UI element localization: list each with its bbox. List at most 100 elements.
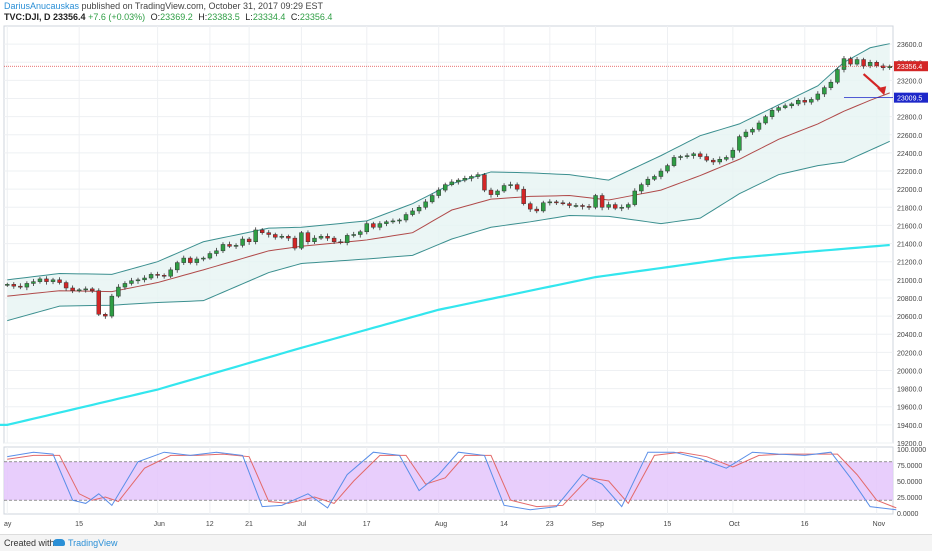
low-label: L: (245, 12, 253, 22)
candle-body (207, 253, 213, 259)
candle-body (161, 275, 167, 277)
price-tick-label: 22400.0 (897, 151, 922, 158)
open-label: O: (150, 12, 161, 22)
candle-body (220, 244, 226, 252)
candle-body (436, 189, 441, 196)
candle-body (462, 178, 468, 181)
last-price: 23356.4 (53, 12, 86, 22)
price-tick-label: 22800.0 (897, 115, 922, 122)
author-link[interactable]: DariusAnucauskas (4, 1, 80, 11)
time-tick-label: 14 (500, 521, 508, 528)
candle-body (560, 202, 566, 205)
candle-body (214, 250, 219, 254)
price-tick-label: 19600.0 (897, 405, 922, 412)
candle-body (495, 190, 500, 195)
current-price-label-bg (894, 61, 928, 72)
time-tick-label: Oct (729, 521, 740, 528)
candle-body (482, 174, 487, 191)
candle-body (96, 290, 101, 315)
candles (5, 56, 892, 319)
close-label: C: (290, 12, 300, 22)
candle-body (815, 93, 821, 100)
candle-body (599, 195, 605, 208)
chart-canvas[interactable]: 23600.023400.023200.023000.022800.022600… (0, 0, 932, 534)
candle-body (371, 223, 376, 228)
time-tick-label: 23 (546, 521, 554, 528)
candle-body (521, 188, 526, 204)
candle-body (410, 210, 415, 215)
candle-body (37, 278, 43, 282)
symbol-line: TVC:DJI, D 23356.4 +7.6 (+0.03%) O:23369… (4, 12, 332, 23)
candle-body (70, 287, 75, 291)
candle-body (90, 288, 95, 291)
low-value: 23334.4 (252, 12, 286, 22)
bollinger-middle-line (7, 92, 890, 297)
candle-body (887, 65, 892, 68)
candle-body (384, 221, 389, 224)
price-axis[interactable]: 23600.023400.023200.023000.022800.022600… (894, 42, 928, 448)
candle-body (305, 232, 311, 243)
price-tick-label: 19200.0 (897, 441, 922, 448)
candle-body (639, 184, 644, 192)
candle-body (835, 69, 840, 83)
candle-body (567, 203, 572, 206)
time-tick-label: Nov (873, 521, 886, 528)
price-tick-label: 20400.0 (897, 332, 922, 339)
candle-body (259, 229, 265, 233)
stochastic-tick-label: 50.0000 (897, 479, 922, 486)
candle-body (351, 234, 356, 236)
candle-body (24, 283, 30, 288)
moving-average-line (0, 243, 890, 426)
candle-body (103, 314, 108, 317)
candle-body (854, 59, 860, 65)
candle-body (449, 181, 454, 185)
candle-body (429, 195, 435, 203)
candle-body (769, 110, 775, 117)
candle-body (469, 176, 474, 179)
stochastic-tick-label: 25.0000 (897, 495, 922, 502)
candle-body (593, 195, 598, 208)
candle-body (325, 236, 330, 239)
candle-body (841, 58, 847, 70)
price-tick-label: 19400.0 (897, 423, 922, 430)
price-tick-label: 21400.0 (897, 242, 922, 249)
candle-body (233, 245, 239, 247)
close-value: 23356.4 (299, 12, 333, 22)
stochastic-pane: 100.0000 75.0000 50.0000 25.0000 0.0000 (4, 447, 926, 518)
high-label: H: (198, 12, 208, 22)
time-tick-label: Aug (435, 521, 448, 528)
candle-body (18, 285, 23, 288)
candle-body (338, 241, 343, 244)
time-tick-label: 15 (75, 521, 83, 528)
high-value: 23383.5 (207, 12, 240, 22)
price-tick-label: 21600.0 (897, 223, 922, 230)
candle-body (822, 87, 827, 95)
candle-body (63, 282, 69, 289)
candle-body (318, 236, 324, 239)
candle-body (397, 219, 402, 222)
candle-body (331, 237, 337, 243)
tradingview-brand-link[interactable]: TradingView (68, 538, 118, 548)
time-tick-label: 16 (801, 521, 809, 528)
candle-body (416, 207, 422, 212)
candle-body (443, 184, 448, 191)
time-tick-label: 21 (245, 521, 253, 528)
stochastic-k-line (7, 451, 897, 511)
candle-body (684, 155, 690, 157)
candle-body (527, 203, 533, 210)
candle-body (874, 62, 879, 67)
price-tick-label: 20000.0 (897, 368, 922, 375)
candle-body (796, 100, 801, 105)
price-tick-label: 22600.0 (897, 133, 922, 140)
candle-body (632, 190, 638, 205)
candle-body (122, 283, 128, 288)
candle-body (756, 122, 762, 130)
candle-body (266, 232, 271, 235)
time-tick-label: ay (4, 521, 12, 528)
time-axis[interactable]: ay 15 Jun 12 21 Jul 17 Aug 14 23 Sep 15 Oct 16 Nov (4, 521, 886, 528)
candle-body (135, 279, 141, 282)
down-arrow-icon (877, 86, 887, 96)
candle-body (83, 288, 88, 291)
candle-body (501, 185, 507, 192)
price-tick-label: 20200.0 (897, 350, 922, 357)
